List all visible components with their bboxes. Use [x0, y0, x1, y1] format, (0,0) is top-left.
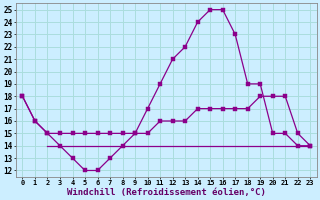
X-axis label: Windchill (Refroidissement éolien,°C): Windchill (Refroidissement éolien,°C) [67, 188, 266, 197]
